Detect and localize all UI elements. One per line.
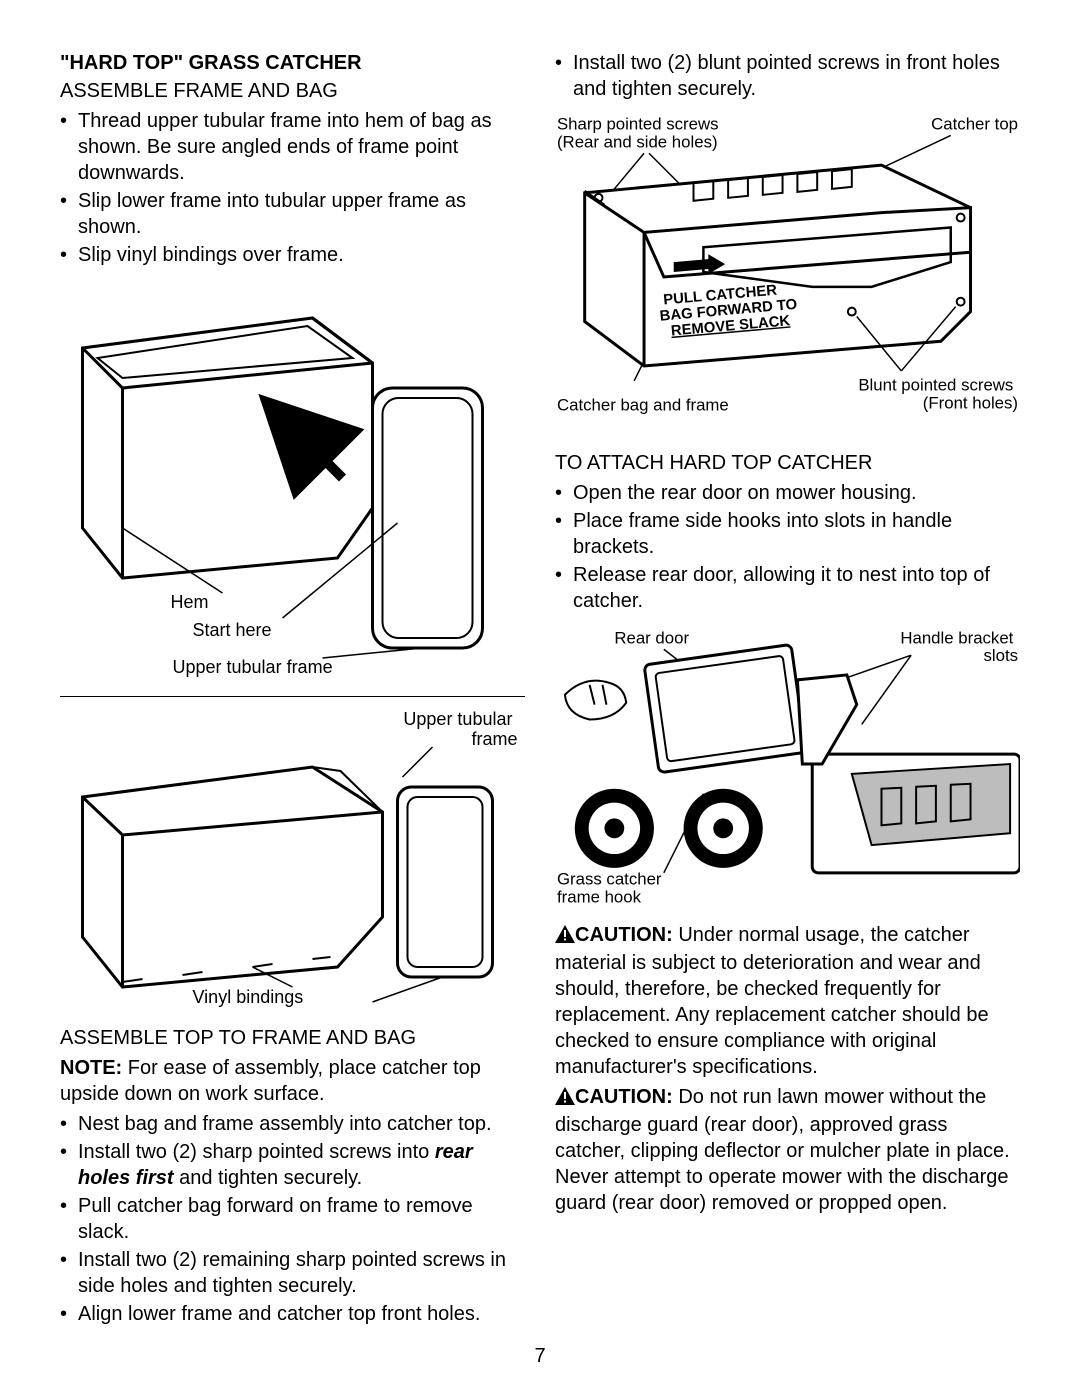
label-start-here: Start here [193,620,272,640]
figure-divider [60,696,525,697]
caution-label: CAUTION: [575,1086,673,1108]
label-hem: Hem [171,592,209,612]
caution-2: CAUTION: Do not run lawn mower without t… [555,1084,1020,1216]
list-item: Thread upper tubular frame into hem of b… [78,108,525,186]
warning-icon [555,924,575,950]
figure-bag-frame: Hem Start here Upper tubular frame [60,278,525,678]
list-item: Install two (2) sharp pointed screws int… [78,1139,525,1191]
caution-1: CAUTION: Under normal usage, the catcher… [555,922,1020,1080]
label-upper-tubular: Upper tubular frame [173,657,333,677]
list-item: Pull catcher bag forward on frame to rem… [78,1193,525,1245]
note-text: For ease of assembly, place catcher top … [60,1057,481,1105]
label-blunt-screws: Blunt pointed screws (Front holes) [858,376,1018,413]
warning-icon [555,1086,575,1112]
list-item: Install two (2) remaining sharp pointed … [78,1247,525,1299]
list-item: Open the rear door on mower housing. [573,480,1020,506]
label-sharp-screws: Sharp pointed screws (Rear and side hole… [557,115,723,152]
note-line: NOTE: For ease of assembly, place catche… [60,1055,525,1107]
label-catcher-bag: Catcher bag and frame [557,396,729,415]
label-rear-door: Rear door [614,628,689,647]
bullet-list-2: Nest bag and frame assembly into catcher… [60,1111,525,1327]
caution-label: CAUTION: [575,924,673,946]
right-column: Install two (2) blunt pointed screws in … [555,50,1020,1337]
list-item: Nest bag and frame assembly into catcher… [78,1111,525,1137]
figure-catcher-top: Sharp pointed screws (Rear and side hole… [555,112,1020,432]
two-column-layout: "HARD TOP" GRASS CATCHER ASSEMBLE FRAME … [60,50,1020,1337]
label-vinyl-bindings: Vinyl bindings [193,987,304,1007]
subheading-assemble-top: ASSEMBLE TOP TO FRAME AND BAG [60,1025,525,1051]
caution-text-1: Under normal usage, the catcher material… [555,924,989,1078]
list-item: Place frame side hooks into slots in han… [573,508,1020,560]
bullet-list-top-right: Install two (2) blunt pointed screws in … [555,50,1020,102]
label-upper-tubular-2: Upper tubular frame [403,709,517,749]
list-item: Release rear door, allowing it to nest i… [573,562,1020,614]
label-handle-bracket: Handle bracket slots [900,628,1018,665]
note-label: NOTE: [60,1057,122,1079]
label-frame-hook: Grass catcher frame hook [557,870,666,904]
bullet-list-3: Open the rear door on mower housing. Pla… [555,480,1020,614]
list-item: Install two (2) blunt pointed screws in … [573,50,1020,102]
section-title: "HARD TOP" GRASS CATCHER [60,50,525,76]
subheading-assemble-frame: ASSEMBLE FRAME AND BAG [60,78,525,104]
page-number: 7 [0,1343,1080,1369]
list-item: Align lower frame and catcher top front … [78,1301,525,1327]
list-item: Slip lower frame into tubular upper fram… [78,188,525,240]
subheading-attach: TO ATTACH HARD TOP CATCHER [555,450,1020,476]
list-item: Slip vinyl bindings over frame. [78,242,525,268]
left-column: "HARD TOP" GRASS CATCHER ASSEMBLE FRAME … [60,50,525,1337]
figure-vinyl-bindings: Upper tubular frame Vinyl bindings [60,707,525,1007]
figure-attach-mower: Rear door Handle bracket slots [555,624,1020,904]
bullet-list-1: Thread upper tubular frame into hem of b… [60,108,525,268]
label-catcher-top: Catcher top [931,115,1018,134]
